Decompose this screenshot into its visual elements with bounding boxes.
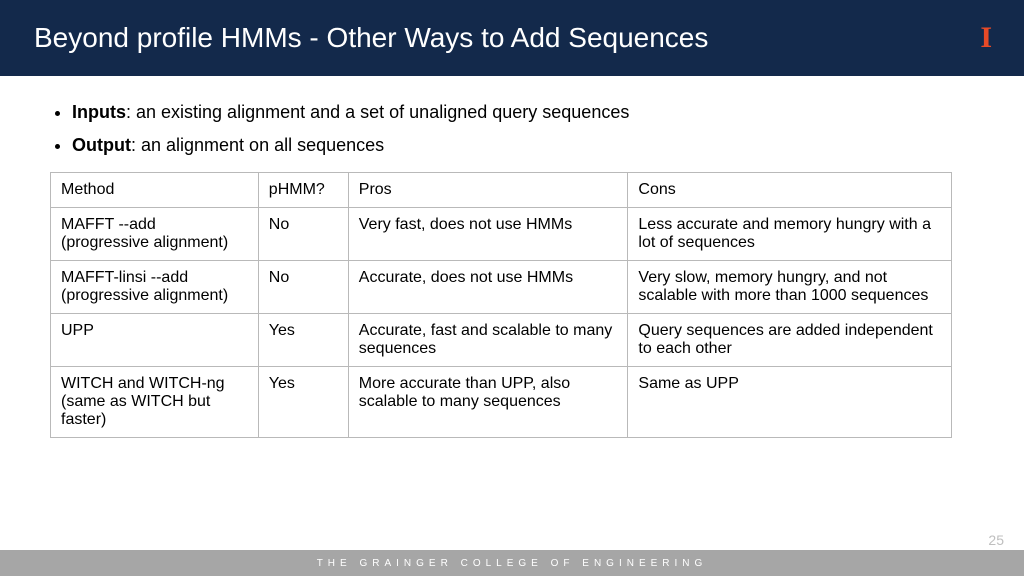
slide-header: Beyond profile HMMs - Other Ways to Add …: [0, 0, 1024, 76]
bullet-text: : an existing alignment and a set of una…: [126, 102, 629, 122]
slide-title: Beyond profile HMMs - Other Ways to Add …: [34, 22, 708, 54]
cell-phmm: No: [258, 207, 348, 260]
cell-phmm: No: [258, 260, 348, 313]
cell-cons: Very slow, memory hungry, and not scalab…: [628, 260, 952, 313]
table-row: MAFFT-linsi --add (progressive alignment…: [51, 260, 952, 313]
bullet-label: Inputs: [72, 102, 126, 122]
bullet-text: : an alignment on all sequences: [131, 135, 384, 155]
cell-method: MAFFT --add (progressive alignment): [51, 207, 259, 260]
bullet-list: Inputs: an existing alignment and a set …: [50, 98, 974, 160]
footer-text: THE GRAINGER COLLEGE OF ENGINEERING: [317, 558, 708, 569]
table-row: UPP Yes Accurate, fast and scalable to m…: [51, 313, 952, 366]
col-header-cons: Cons: [628, 172, 952, 207]
bullet-label: Output: [72, 135, 131, 155]
table-header-row: Method pHMM? Pros Cons: [51, 172, 952, 207]
cell-method: MAFFT-linsi --add (progressive alignment…: [51, 260, 259, 313]
bullet-item: Output: an alignment on all sequences: [72, 131, 974, 160]
methods-table: Method pHMM? Pros Cons MAFFT --add (prog…: [50, 172, 952, 438]
cell-pros: More accurate than UPP, also scalable to…: [348, 366, 628, 437]
cell-pros: Very fast, does not use HMMs: [348, 207, 628, 260]
cell-method: UPP: [51, 313, 259, 366]
cell-phmm: Yes: [258, 366, 348, 437]
illinois-logo-icon: I: [980, 21, 990, 55]
cell-cons: Same as UPP: [628, 366, 952, 437]
table-row: WITCH and WITCH-ng (same as WITCH but fa…: [51, 366, 952, 437]
page-number: 25: [988, 532, 1004, 548]
col-header-phmm: pHMM?: [258, 172, 348, 207]
cell-cons: Less accurate and memory hungry with a l…: [628, 207, 952, 260]
slide-footer: THE GRAINGER COLLEGE OF ENGINEERING: [0, 550, 1024, 576]
cell-phmm: Yes: [258, 313, 348, 366]
cell-cons: Query sequences are added independent to…: [628, 313, 952, 366]
cell-pros: Accurate, does not use HMMs: [348, 260, 628, 313]
table-row: MAFFT --add (progressive alignment) No V…: [51, 207, 952, 260]
cell-pros: Accurate, fast and scalable to many sequ…: [348, 313, 628, 366]
col-header-pros: Pros: [348, 172, 628, 207]
bullet-item: Inputs: an existing alignment and a set …: [72, 98, 974, 127]
col-header-method: Method: [51, 172, 259, 207]
slide-content: Inputs: an existing alignment and a set …: [0, 76, 1024, 438]
cell-method: WITCH and WITCH-ng (same as WITCH but fa…: [51, 366, 259, 437]
